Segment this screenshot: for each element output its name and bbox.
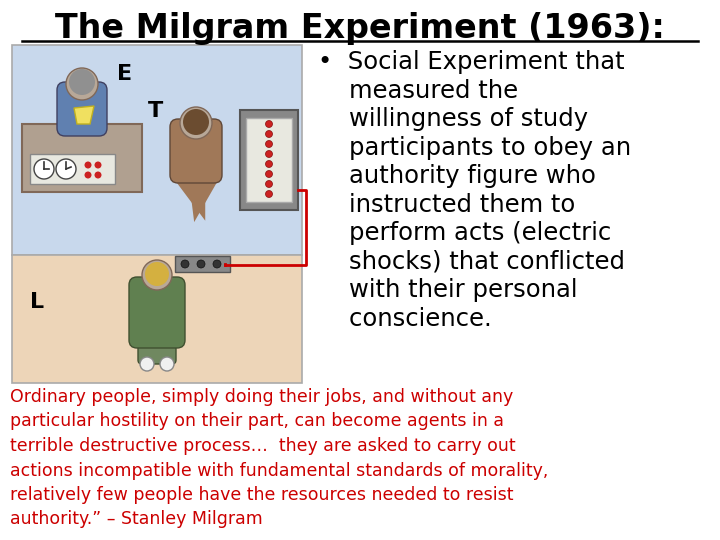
- FancyBboxPatch shape: [138, 334, 176, 364]
- Text: particular hostility on their part, can become agents in a: particular hostility on their part, can …: [10, 413, 504, 430]
- Circle shape: [142, 260, 172, 290]
- Circle shape: [266, 120, 272, 127]
- Text: terrible destructive process…  they are asked to carry out: terrible destructive process… they are a…: [10, 437, 516, 455]
- Text: •  Social Experiment that: • Social Experiment that: [318, 50, 625, 74]
- Text: instructed them to: instructed them to: [318, 192, 575, 217]
- Polygon shape: [74, 106, 94, 124]
- Text: conscience.: conscience.: [318, 307, 492, 330]
- FancyBboxPatch shape: [129, 277, 185, 348]
- Circle shape: [266, 160, 272, 167]
- Text: authority figure who: authority figure who: [318, 164, 596, 188]
- Circle shape: [197, 260, 205, 268]
- Bar: [240, 110, 298, 210]
- Text: participants to obey an: participants to obey an: [318, 136, 631, 159]
- Circle shape: [266, 180, 272, 187]
- Text: Ordinary people, simply doing their jobs, and without any: Ordinary people, simply doing their jobs…: [10, 388, 513, 406]
- Circle shape: [94, 161, 102, 168]
- Circle shape: [183, 109, 209, 135]
- Text: with their personal: with their personal: [318, 278, 577, 302]
- FancyArrow shape: [177, 161, 205, 221]
- Bar: [12, 45, 302, 255]
- Text: relatively few people have the resources needed to resist: relatively few people have the resources…: [10, 486, 513, 504]
- Circle shape: [94, 172, 102, 179]
- FancyBboxPatch shape: [57, 82, 107, 136]
- Circle shape: [84, 161, 91, 168]
- Circle shape: [266, 140, 272, 147]
- Bar: [22, 124, 142, 192]
- Circle shape: [66, 68, 98, 100]
- Circle shape: [140, 357, 154, 371]
- Circle shape: [266, 151, 272, 158]
- Bar: [12, 255, 302, 383]
- Circle shape: [160, 357, 174, 371]
- Text: E: E: [117, 64, 132, 84]
- Text: perform acts (electric: perform acts (electric: [318, 221, 611, 245]
- Text: actions incompatible with fundamental standards of morality,: actions incompatible with fundamental st…: [10, 462, 549, 480]
- Text: willingness of study: willingness of study: [318, 107, 588, 131]
- Text: The Milgram Experiment (1963):: The Milgram Experiment (1963):: [55, 12, 665, 45]
- Circle shape: [213, 260, 221, 268]
- Circle shape: [266, 171, 272, 178]
- Circle shape: [69, 69, 95, 95]
- Circle shape: [84, 172, 91, 179]
- Circle shape: [56, 159, 76, 179]
- FancyArrow shape: [189, 162, 217, 222]
- Bar: [30, 154, 115, 184]
- Circle shape: [180, 107, 212, 139]
- Text: shocks) that conflicted: shocks) that conflicted: [318, 249, 625, 273]
- Bar: [246, 118, 292, 202]
- Text: authority.” – Stanley Milgram: authority.” – Stanley Milgram: [10, 510, 263, 529]
- FancyBboxPatch shape: [170, 119, 222, 183]
- Circle shape: [266, 131, 272, 138]
- Circle shape: [266, 191, 272, 198]
- Text: L: L: [30, 292, 44, 312]
- Bar: [175, 256, 230, 272]
- Text: measured the: measured the: [318, 78, 518, 103]
- Text: T: T: [148, 101, 163, 121]
- Circle shape: [34, 159, 54, 179]
- Ellipse shape: [63, 91, 101, 109]
- Circle shape: [145, 262, 169, 286]
- Circle shape: [181, 260, 189, 268]
